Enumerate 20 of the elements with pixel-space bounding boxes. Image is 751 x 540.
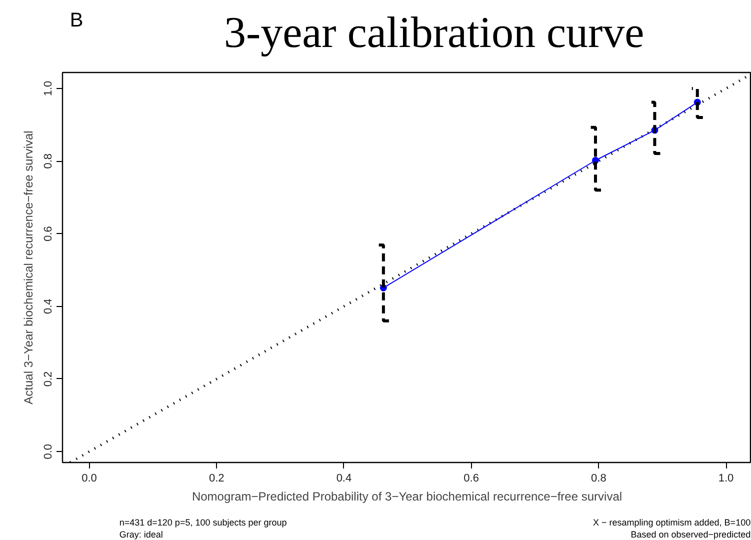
- text: B: [70, 10, 84, 32]
- x-tick-label: 0.8: [591, 472, 606, 484]
- y-tick-label: 0.2: [42, 371, 54, 387]
- x-tick-label: 0.4: [336, 472, 352, 484]
- text: Based on observed−predicted: [630, 530, 751, 540]
- y-tick-label: 0.4: [42, 298, 54, 314]
- x-tick-label: 0.0: [82, 472, 97, 484]
- x-tick-label: 0.6: [464, 472, 479, 484]
- y-axis-title: Actual 3−Year biochemical recurrence−free survival: [22, 130, 36, 404]
- text: X − resampling optimism added, B=100: [592, 518, 751, 528]
- text: n=431 d=120 p=5, 100 subjects per group: [119, 518, 287, 528]
- y-tick-label: 0.0: [42, 444, 54, 460]
- x-tick-label: 1.0: [718, 472, 734, 484]
- x-axis-title: Nomogram−Predicted Probability of 3−Year biochemical recurrence−free survival: [192, 490, 622, 504]
- x-tick-label: 0.2: [208, 472, 224, 484]
- chart-title: 3-year calibration curve: [224, 8, 644, 57]
- y-tick-label: 1.0: [42, 80, 54, 96]
- y-tick-label: 0.6: [42, 226, 54, 242]
- text: Gray: ideal: [119, 530, 163, 540]
- y-tick-label: 0.8: [42, 153, 54, 169]
